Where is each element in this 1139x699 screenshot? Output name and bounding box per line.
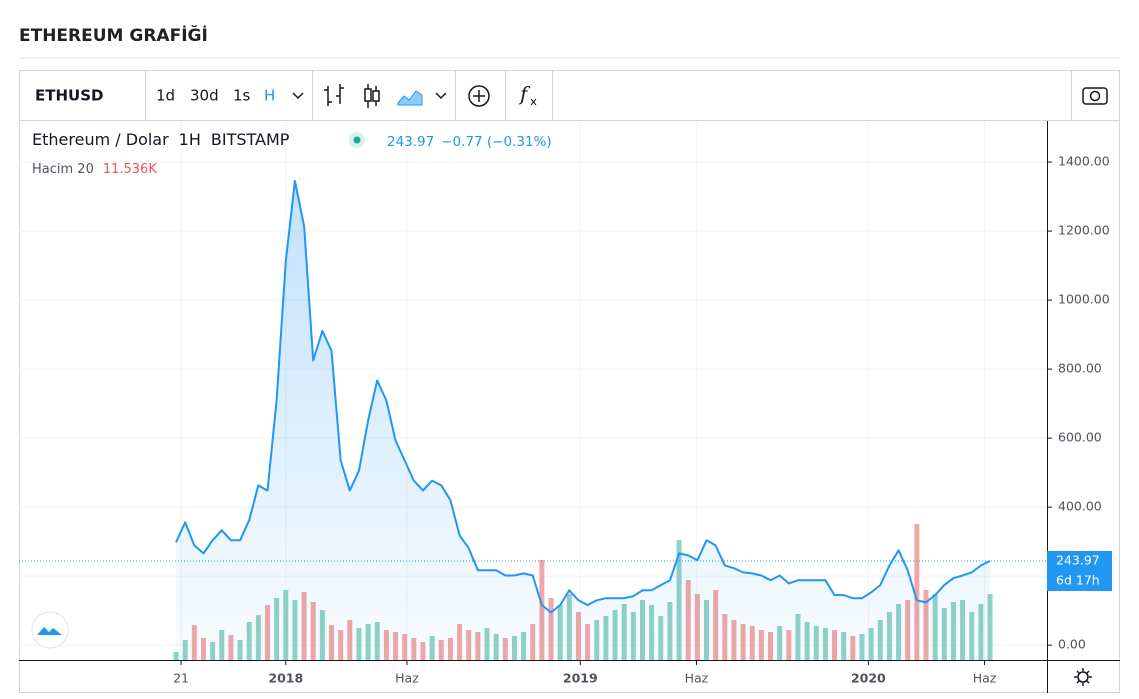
volume-bar <box>987 594 993 660</box>
volume-legend: Hacim 20 11.536K <box>32 162 157 177</box>
x-tick-label: 2020 <box>851 671 886 686</box>
toolbar-separators <box>145 71 1072 120</box>
legend-exchange: BITSTAMP <box>211 130 290 149</box>
volume-title: Hacim 20 <box>32 162 94 177</box>
settings-icon[interactable] <box>1077 671 1089 683</box>
last-price: 243.97 <box>387 134 434 150</box>
candles-icon[interactable] <box>364 88 372 102</box>
interval[interactable]: 30d <box>190 87 219 105</box>
x-tick-label: Haz <box>973 671 997 686</box>
y-tick-label: 1000.00 <box>1058 292 1110 307</box>
candles-icon[interactable] <box>372 90 380 102</box>
y-tick-label: 800.00 <box>1058 361 1102 376</box>
page-title: ETHEREUM GRAFİĞİ <box>19 24 208 46</box>
logo[interactable] <box>37 627 62 635</box>
compare-icon[interactable] <box>473 90 485 102</box>
legend-symbol: Ethereum / Dolar <box>32 130 169 149</box>
price-label: 243.97 <box>1056 552 1100 567</box>
x-tick-label: 2019 <box>563 671 598 686</box>
dropdown-icon[interactable] <box>435 92 447 100</box>
legend-title: Ethereum / Dolar 1H BITSTAMP <box>32 130 290 149</box>
x-tick-label: 2018 <box>268 671 303 686</box>
logo[interactable] <box>31 611 69 649</box>
countdown-label: 6d 17h <box>1056 572 1100 587</box>
interval[interactable]: H <box>264 87 275 105</box>
y-tick-label: 1200.00 <box>1058 223 1110 238</box>
area-fill <box>176 181 991 660</box>
dropdown-icon[interactable] <box>292 92 304 100</box>
price-change: −0.77 (−0.31%) <box>441 134 551 150</box>
status-dot <box>353 136 361 144</box>
y-tick-label: 400.00 <box>1058 499 1102 514</box>
legend-price: 243.97 −0.77 (−0.31%) <box>387 134 552 150</box>
interval[interactable]: 1d <box>156 87 175 105</box>
price-label-box <box>1047 550 1112 591</box>
settings-icon[interactable] <box>1074 668 1092 686</box>
camera-icon[interactable] <box>1082 87 1108 105</box>
symbol[interactable]: ETHUSD <box>35 87 103 105</box>
x-tick-label: 21 <box>173 671 189 686</box>
x-tick-label: Haz <box>395 671 419 686</box>
legend-interval: 1H <box>179 130 201 149</box>
camera-icon[interactable] <box>1089 90 1101 102</box>
compare-icon[interactable] <box>468 85 490 107</box>
price-line <box>175 180 991 614</box>
interval[interactable]: 1s <box>233 87 251 105</box>
indicators-icon[interactable] <box>530 98 537 106</box>
y-tick-label: 0.00 <box>1058 637 1086 652</box>
y-tick-label: 600.00 <box>1058 430 1102 445</box>
volume-bar <box>914 524 920 660</box>
x-tick-label: Haz <box>685 671 709 686</box>
volume-value: 11.536K <box>103 162 157 177</box>
y-tick-label: 1400.00 <box>1058 154 1110 169</box>
bars-icon[interactable] <box>324 84 344 106</box>
area-icon[interactable] <box>397 90 423 106</box>
